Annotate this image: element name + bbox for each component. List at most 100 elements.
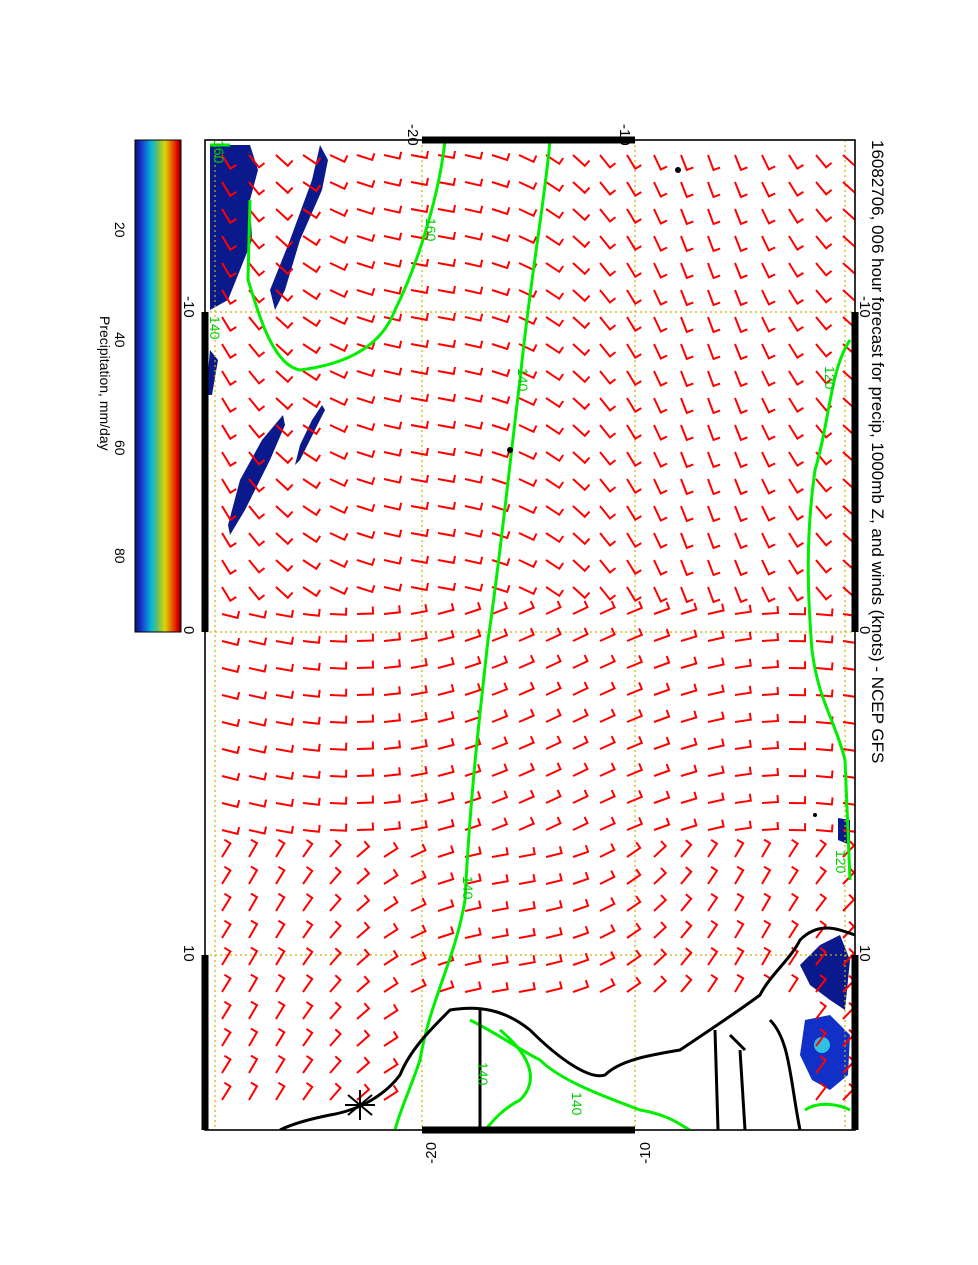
wind-barb [383,976,399,993]
wind-barb [707,819,725,831]
wind-barb [626,655,644,669]
wind-barb [437,258,456,268]
wind-barb [707,505,721,523]
wind-barb [383,151,403,160]
contour-label: 120 [833,850,849,874]
africa-coast [279,926,855,1130]
wind-barb [626,601,644,615]
lon-tick-label: 10 [856,945,873,962]
wind-barb [464,259,484,268]
wind-barb [599,708,616,723]
wind-barb [518,955,536,966]
wind-barb [545,954,563,966]
wind-barb [275,316,294,330]
wind-barb [572,262,591,276]
wind-barb [599,870,616,885]
wind-barb [302,208,322,220]
wind-barb [572,654,589,669]
wind-barb [653,532,668,549]
wind-barb [221,559,237,576]
wind-barb [437,764,455,777]
wind-barb [815,770,834,779]
wind-barb [248,586,266,601]
wind-barb [788,796,807,805]
wind-barb [275,235,294,249]
wind-barb [572,424,591,438]
wind-barb [545,708,562,723]
wind-barb [599,181,617,196]
wind-barb [815,532,833,547]
wind-barb [788,235,804,251]
border-5 [728,1033,747,1052]
wind-barb [680,343,694,361]
wind-barb [572,235,591,249]
wind-barb [356,921,371,939]
wind-barb [410,474,429,484]
wind-barb [329,208,349,218]
wind-barb [221,1081,232,1101]
wind-barb [302,974,314,993]
wind-barb [761,865,772,885]
wind-barb [734,559,748,577]
wind-barb [437,980,455,993]
wind-barb [410,843,427,858]
wind-barb [518,654,536,669]
wind-barb [410,555,429,565]
wind-barb [518,289,538,299]
wind-barb [437,555,456,565]
wind-barb [707,397,721,415]
wind-barb [383,529,403,538]
wind-barb [518,316,538,326]
wind-barb [356,368,376,378]
wind-barb [437,899,455,912]
wind-barb [707,765,725,777]
wind-barb [788,823,807,832]
wind-barb [275,825,294,834]
wind-barb [302,316,322,328]
wind-barb [626,532,642,549]
wind-barb [221,370,237,387]
wind-barb [680,893,693,912]
colorbar [134,139,182,633]
wind-barb [761,154,776,171]
wind-barb [356,395,376,405]
wind-barb [761,767,780,777]
wind-barb [653,181,668,198]
wind-barb [491,584,511,594]
wind-barb [788,607,807,616]
wind-barb [572,844,590,858]
wind-barb [518,762,536,777]
wind-barb [626,736,644,750]
wind-barb [491,260,511,270]
wind-barb [410,420,429,430]
wind-barb [302,1055,314,1074]
wind-barb [626,841,642,858]
precip-blob [295,405,325,465]
wind-barb [248,718,268,727]
wind-barb [761,632,780,642]
wind-barb [734,451,748,469]
wind-barb [599,978,616,993]
wind-barb [842,839,855,858]
wind-barb [815,662,834,671]
wind-barb [707,973,719,993]
wind-barb [788,661,807,670]
wind-barb [842,640,855,644]
wind-barb [356,822,375,831]
wind-barb [815,893,828,912]
wind-barb [707,532,721,550]
wind-barb [545,181,565,193]
wind-barb [653,289,668,306]
colorbar-gradient [134,139,182,633]
wind-barb [518,154,538,164]
wind-barb [842,667,855,671]
wind-barb [788,532,804,548]
wind-barb [329,532,349,542]
wind-barb [653,817,671,831]
wind-barb [464,394,484,403]
wind-barb [518,586,538,596]
wind-barb [653,763,671,777]
wind-barb [788,208,804,224]
wind-barb [437,312,456,322]
